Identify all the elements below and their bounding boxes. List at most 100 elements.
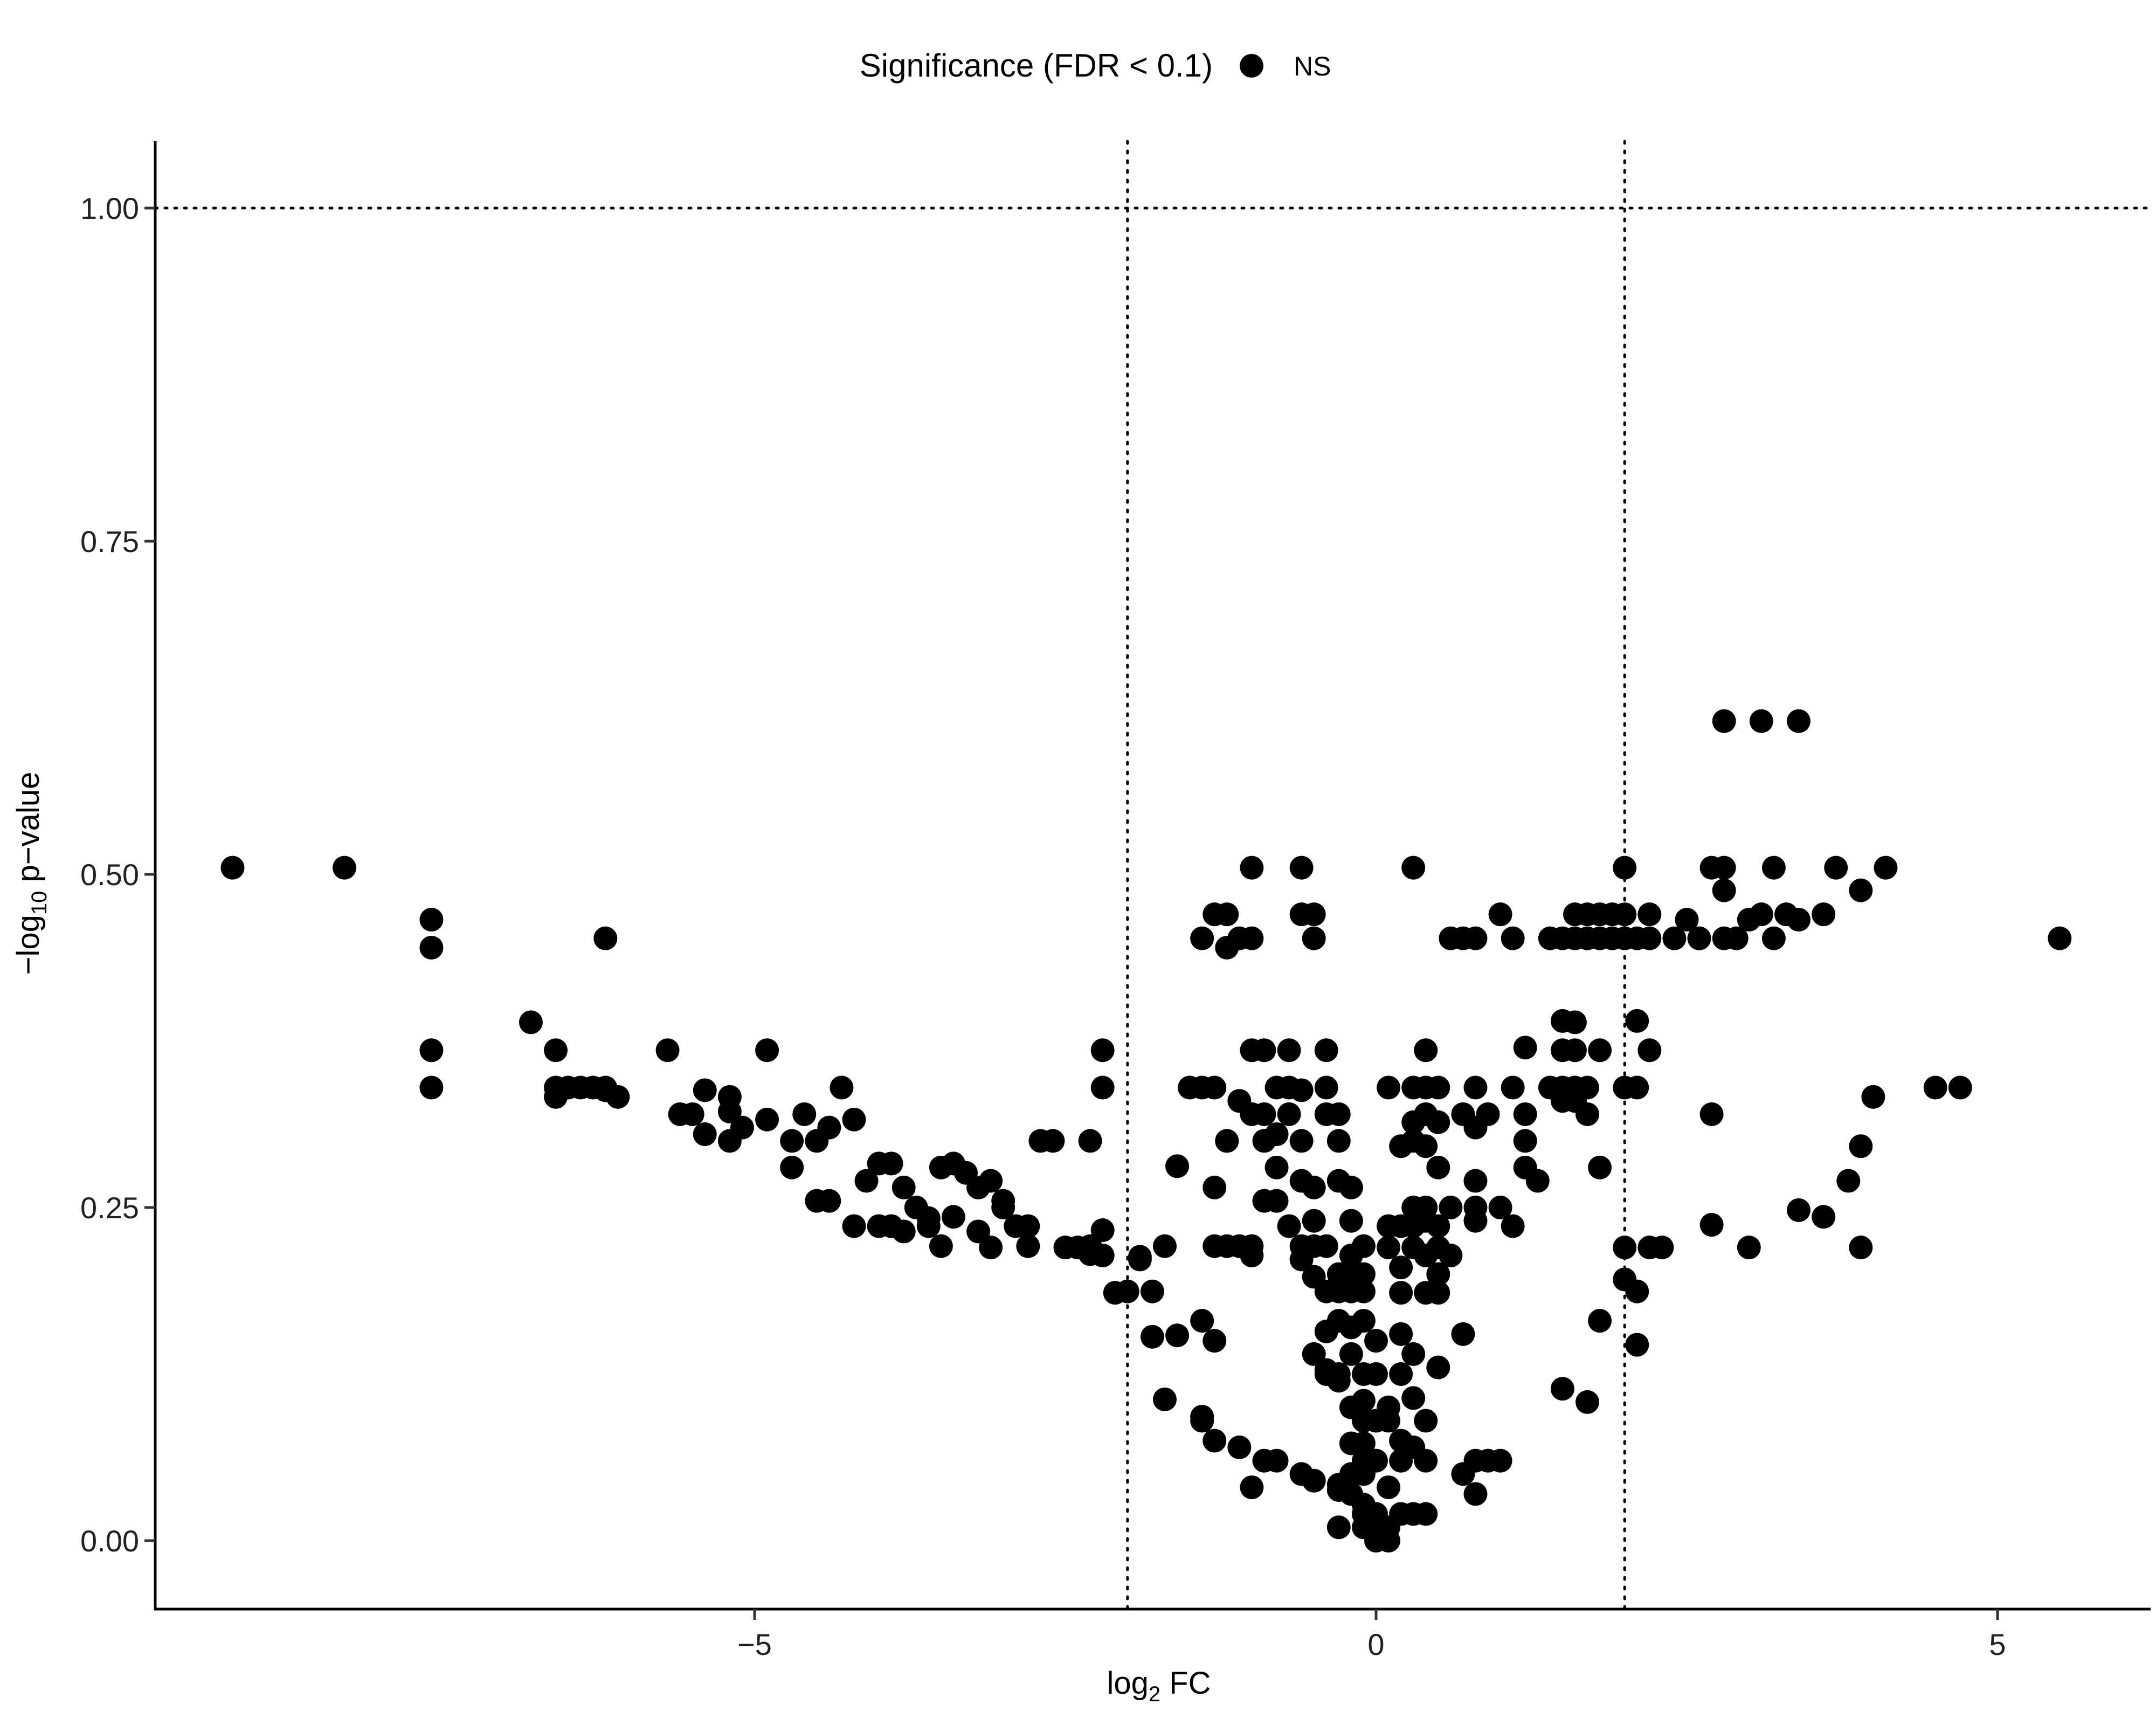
data-point	[1675, 908, 1699, 932]
data-point	[1588, 1309, 1612, 1333]
data-point	[1550, 1377, 1574, 1401]
data-point	[1513, 1102, 1537, 1126]
data-point	[1215, 1129, 1239, 1153]
data-point	[1575, 1075, 1600, 1100]
data-point	[1948, 1075, 1972, 1100]
data-point	[1787, 908, 1811, 932]
legend-label: NS	[1294, 51, 1331, 81]
data-point	[1414, 1448, 1438, 1473]
data-point	[792, 1102, 817, 1126]
data-point	[1128, 1247, 1152, 1272]
data-point	[1140, 1324, 1164, 1349]
data-point	[1289, 1129, 1314, 1153]
data-point	[1326, 1129, 1351, 1153]
data-point	[1488, 1448, 1512, 1473]
data-point	[1749, 902, 1773, 927]
data-point	[1426, 1355, 1450, 1379]
y-axis-title: −log10 p−value	[11, 772, 51, 975]
data-point	[1277, 1214, 1301, 1238]
data-point	[1426, 1075, 1450, 1100]
data-point	[1240, 1475, 1264, 1500]
data-point	[1326, 1102, 1351, 1126]
data-point	[1787, 1198, 1811, 1222]
data-point	[842, 1214, 866, 1238]
data-point	[1377, 1075, 1401, 1100]
data-point	[1712, 709, 1736, 733]
tick-labels: −5 0 5 0.00 0.25 0.50 0.75 1.00	[80, 191, 2006, 1661]
data-point	[1339, 1175, 1363, 1199]
data-point	[1513, 1129, 1537, 1153]
data-point	[1289, 1247, 1314, 1272]
data-point	[1625, 1075, 1649, 1100]
data-point	[1613, 1236, 1637, 1260]
data-point	[1364, 1329, 1388, 1353]
data-point	[1215, 935, 1239, 960]
data-point	[1215, 902, 1239, 927]
data-point	[1849, 1236, 1873, 1260]
data-point	[1314, 1234, 1338, 1258]
data-point	[1302, 1175, 1326, 1199]
data-point	[1326, 1515, 1351, 1540]
data-point	[1115, 1279, 1139, 1303]
data-point	[693, 1078, 717, 1102]
data-point	[419, 908, 444, 932]
data-point	[1090, 1218, 1115, 1243]
data-point	[1923, 1075, 1947, 1100]
data-point	[1650, 1236, 1674, 1260]
data-point	[854, 1169, 879, 1193]
data-point	[1314, 1319, 1338, 1343]
data-point	[1749, 709, 1773, 733]
data-point	[991, 1196, 1015, 1219]
data-point	[1165, 1154, 1190, 1178]
data-point	[1812, 902, 1836, 927]
data-point	[1451, 1322, 1475, 1346]
data-point	[1637, 902, 1662, 927]
data-point	[1264, 1155, 1289, 1179]
data-point	[655, 1038, 680, 1062]
data-point	[1488, 902, 1512, 927]
data-point	[1140, 1279, 1164, 1303]
y-tick-label: 0.50	[80, 858, 139, 892]
data-point	[1699, 1213, 1724, 1237]
data-point	[419, 1075, 444, 1100]
data-point	[755, 1038, 779, 1062]
data-point	[1501, 926, 1525, 950]
data-point	[1787, 709, 1811, 733]
data-point	[1401, 1342, 1426, 1366]
data-point	[1302, 926, 1326, 950]
data-point	[1314, 1038, 1338, 1062]
data-point	[419, 1038, 444, 1062]
data-point	[1227, 1435, 1252, 1459]
data-point	[606, 1085, 630, 1109]
data-point	[1501, 1075, 1525, 1100]
data-point	[1203, 1075, 1227, 1100]
data-point	[1463, 926, 1488, 950]
data-point	[1463, 1075, 1488, 1100]
data-point	[1203, 1429, 1227, 1453]
data-point	[1849, 1134, 1873, 1158]
data-point	[1389, 1322, 1413, 1346]
data-point	[929, 1234, 953, 1258]
data-point	[1264, 1448, 1289, 1473]
data-point	[1264, 1189, 1289, 1213]
data-point	[1761, 855, 1786, 880]
data-point	[1513, 1036, 1537, 1060]
data-point	[1761, 926, 1786, 950]
data-point	[1439, 1243, 1463, 1267]
data-point	[1389, 1255, 1413, 1280]
data-point	[1016, 1214, 1040, 1238]
data-point	[1414, 1502, 1438, 1526]
y-tick-label: 0.00	[80, 1524, 139, 1558]
data-point	[1302, 1209, 1326, 1233]
data-point	[1339, 1209, 1363, 1233]
data-point	[419, 935, 444, 960]
data-point	[1625, 1333, 1649, 1357]
data-point	[1090, 1038, 1115, 1062]
data-point	[780, 1129, 804, 1153]
legend-marker	[1240, 54, 1263, 78]
data-point	[941, 1205, 965, 1229]
data-point	[1289, 855, 1314, 880]
data-point	[1351, 1279, 1376, 1303]
data-point	[892, 1219, 916, 1244]
